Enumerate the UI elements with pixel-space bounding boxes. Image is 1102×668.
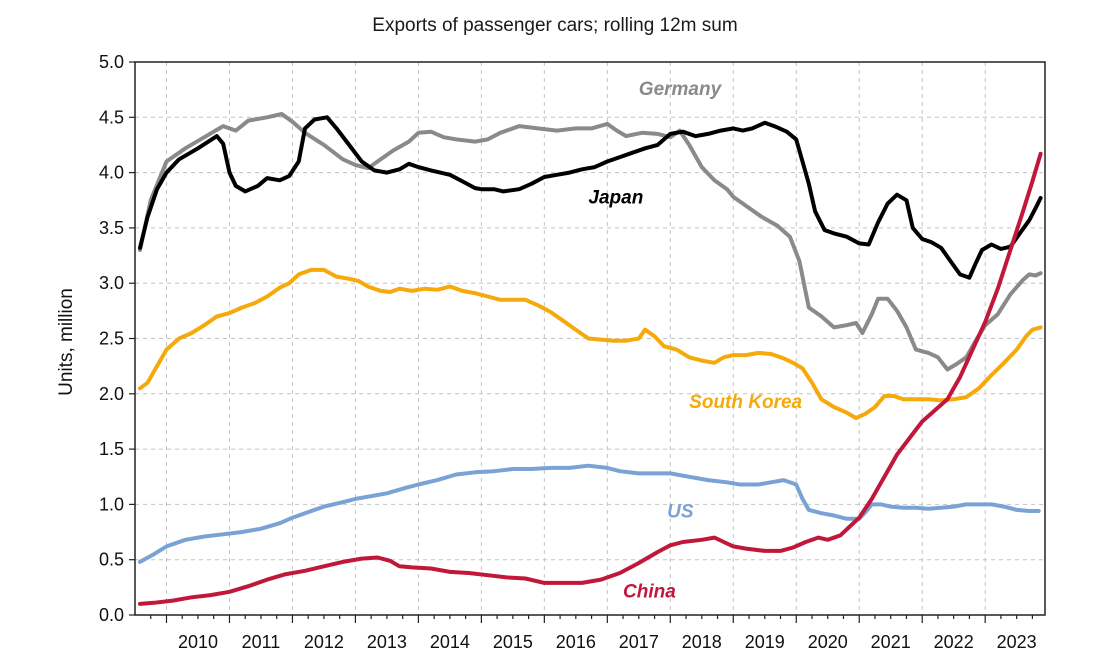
x-tick-label: 2023 — [997, 632, 1037, 652]
series-labels: Germany Japan South Korea US China — [588, 79, 802, 602]
series-label-germany: Germany — [639, 79, 723, 100]
axes: 0.0 0.5 1.0 1.5 2.0 2.5 3.0 3.5 4.0 4.5 5.0 2010 201… — [99, 52, 1037, 652]
x-tick-label: 2021 — [871, 632, 911, 652]
series-label-us: US — [667, 502, 694, 523]
chart-title: Exports of passenger cars; rolling 12m s… — [372, 15, 737, 36]
y-tick-label: 1.0 — [99, 494, 124, 514]
x-tick-label: 2010 — [178, 632, 218, 652]
x-tick-label: 2014 — [430, 632, 470, 652]
y-tick-label: 4.0 — [99, 163, 124, 183]
x-tick-label: 2022 — [934, 632, 974, 652]
series-label-south-korea: South Korea — [689, 392, 802, 413]
y-tick-label: 5.0 — [99, 52, 124, 72]
y-tick-label: 3.5 — [99, 218, 124, 238]
y-tick-label: 0.0 — [99, 605, 124, 625]
y-tick-label: 3.0 — [99, 273, 124, 293]
series-label-china: China — [623, 581, 676, 602]
x-tick-label: 2019 — [745, 632, 785, 652]
x-tick-label: 2015 — [493, 632, 533, 652]
y-tick-label: 0.5 — [99, 550, 124, 570]
y-axis-title: Units, million — [56, 288, 77, 396]
series-line-south-korea — [138, 267, 1043, 421]
x-tick-label: 2011 — [242, 632, 281, 652]
series-lines — [138, 112, 1043, 606]
y-tick-label: 2.0 — [99, 384, 124, 404]
y-tick-label: 2.5 — [99, 329, 124, 349]
x-tick-label: 2018 — [682, 632, 722, 652]
x-tick-label: 2016 — [556, 632, 596, 652]
y-tick-label: 1.5 — [99, 439, 124, 459]
x-tick-label: 2012 — [304, 632, 344, 652]
x-tick-label: 2013 — [367, 632, 407, 652]
x-tick-label: 2017 — [619, 632, 659, 652]
series-label-japan: Japan — [588, 188, 643, 209]
x-tick-label: 2020 — [808, 632, 848, 652]
series-line-china — [138, 151, 1043, 606]
y-tick-label: 4.5 — [99, 107, 124, 127]
series-line-germany — [138, 112, 1043, 372]
series-line-japan — [138, 115, 1043, 280]
series-line-us — [138, 463, 1041, 564]
